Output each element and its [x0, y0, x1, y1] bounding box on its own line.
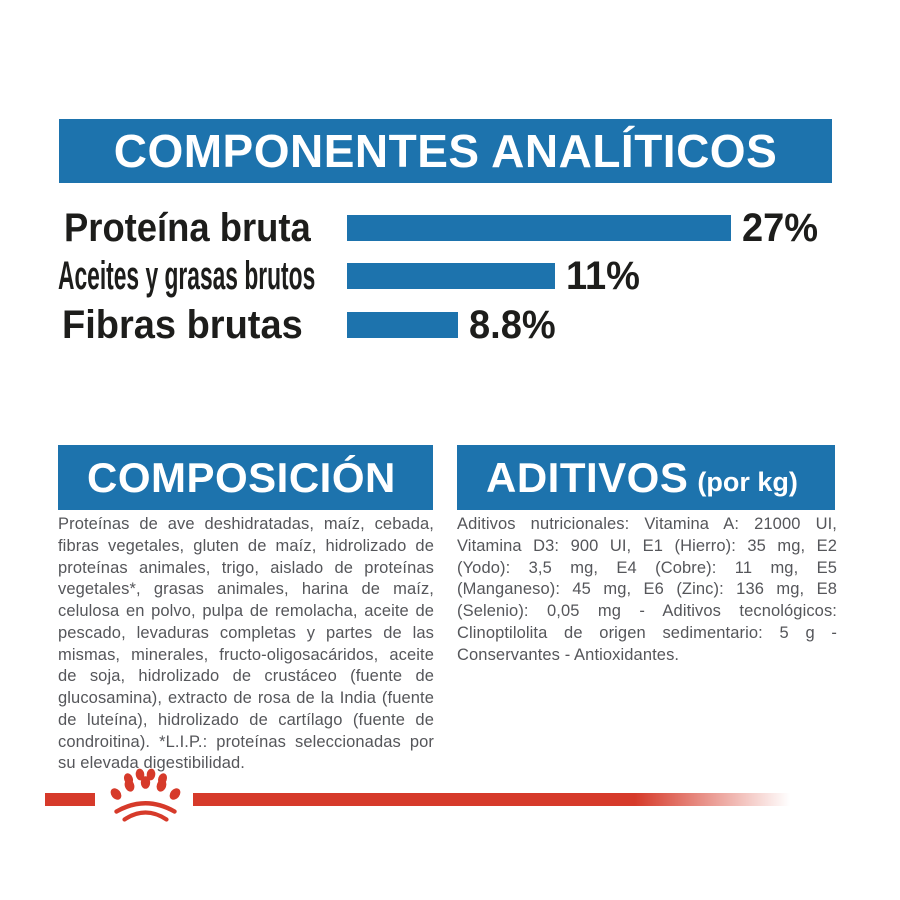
additives-body: Aditivos nutricionales: Vitamina A: 2100… [457, 515, 837, 664]
bar-fats [347, 263, 555, 289]
additives-title-suffix: (por kg) [697, 467, 798, 497]
bar-fibre [347, 312, 458, 338]
bar-protein [347, 215, 731, 241]
composition-title: COMPOSICIÓN [87, 453, 396, 501]
chart-row-fats: Aceites y grasas brutos 11% [0, 256, 900, 296]
chart-row-protein: Proteína bruta 27% [0, 208, 900, 248]
bar-label-fibre: Fibras brutas [62, 303, 303, 347]
additives-title: ADITIVOS [486, 453, 689, 501]
bar-label-protein: Proteína bruta [64, 206, 311, 250]
composition-body: Proteínas de ave deshidratadas, maíz, ce… [58, 515, 434, 773]
bar-value-fats: 11% [566, 254, 640, 298]
additives-banner: ADITIVOS (por kg) [457, 445, 835, 510]
bar-track-fats: 11% [347, 256, 644, 296]
bar-track-fibre: 8.8% [347, 305, 560, 345]
bar-value-protein: 27% [742, 206, 819, 250]
royal-canin-crown-icon [110, 768, 181, 822]
composition-banner: COMPOSICIÓN [58, 445, 433, 510]
bar-label-fats: Aceites y grasas brutos [58, 254, 316, 298]
bar-value-fibre: 8.8% [469, 303, 556, 347]
bar-track-protein: 27% [347, 208, 822, 248]
analytical-components-title: COMPONENTES ANALÍTICOS [113, 125, 778, 177]
footer-rule-main [193, 793, 790, 806]
chart-row-fibre: Fibras brutas 8.8% [0, 305, 900, 345]
footer-rule-left [45, 793, 95, 806]
analytical-components-banner: COMPONENTES ANALÍTICOS [59, 119, 832, 183]
